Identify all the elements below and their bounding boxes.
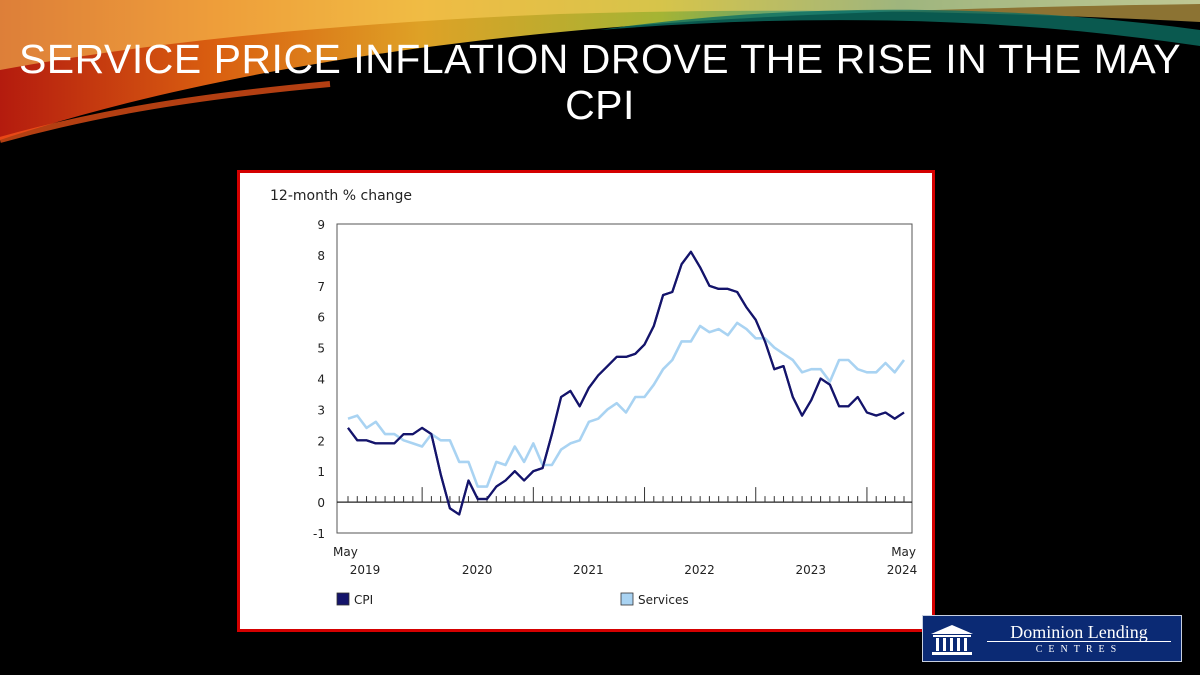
legend-label-services: Services: [638, 593, 689, 607]
decorative-swoosh: [0, 0, 1200, 143]
y-tick-label: 4: [317, 373, 325, 387]
chart-title: 12-month % change: [270, 188, 412, 204]
x-end-year-label: 2024: [887, 563, 918, 577]
y-tick-label: 3: [317, 403, 325, 417]
logo-name: Dominion Lending: [1010, 622, 1148, 642]
logo-subtitle: CENTRES: [1035, 644, 1123, 655]
y-tick-label: 7: [317, 280, 325, 294]
y-tick-label: 8: [317, 249, 325, 263]
y-tick-label: 9: [317, 218, 325, 232]
y-tick-label: 0: [317, 496, 325, 510]
legend-swatch-services: [620, 592, 634, 606]
slide-title: SERVICE PRICE INFLATION DROVE THE RISE I…: [18, 36, 1182, 128]
legend-swatch-cpi: [336, 592, 350, 606]
x-year-label: 2022: [684, 563, 715, 577]
dominion-lending-logo: Dominion Lending CENTRES: [922, 615, 1182, 662]
x-year-label: 2023: [795, 563, 826, 577]
x-start-year-label: 2019: [350, 563, 381, 577]
y-tick-label: 2: [317, 434, 325, 448]
line-chart: 12-month % change -1 0 1 2 3 4 5 6 7 8 9 May 2019 May 2…: [240, 173, 932, 629]
plot-area: [336, 223, 913, 534]
logo-divider: [987, 641, 1171, 642]
x-year-label: 2021: [573, 563, 604, 577]
legend-label-cpi: CPI: [354, 593, 373, 607]
series-line-services: [347, 321, 906, 488]
chart-panel: 12-month % change -1 0 1 2 3 4 5 6 7 8 9 May 2019 May 2…: [237, 170, 935, 632]
building-icon: [931, 625, 973, 655]
x-end-month-label: May: [891, 545, 916, 559]
y-tick-label: 5: [317, 342, 325, 356]
y-tick-label: 6: [317, 311, 325, 325]
y-tick-label: 1: [317, 465, 325, 479]
x-start-month-label: May: [333, 545, 358, 559]
series-line-cpi-top: [347, 250, 905, 516]
y-tick-label: -1: [313, 527, 325, 541]
x-year-label: 2020: [462, 563, 493, 577]
